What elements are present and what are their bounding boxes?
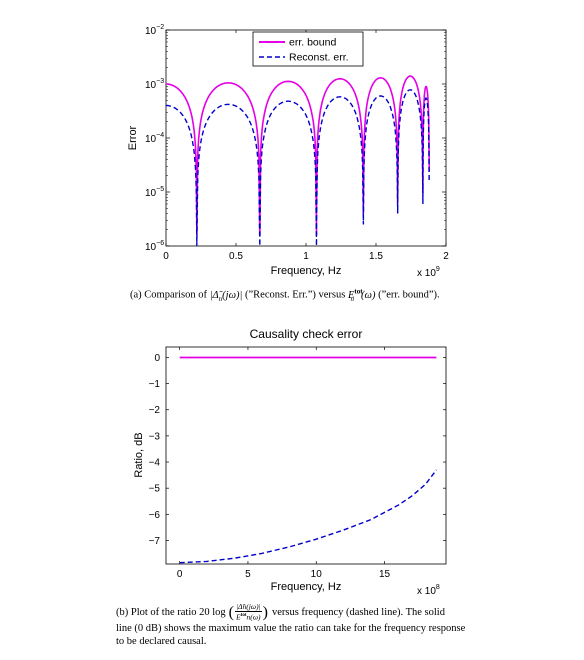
chart-a-xlabel: Frequency, Hz — [271, 265, 342, 277]
chart-b-ytick-label: −6 — [149, 510, 161, 521]
legend-label-err-bound: err. bound — [289, 37, 336, 49]
chart-b-xtick-label: 15 — [379, 569, 391, 580]
chart-b: Causality check error 0 5 10 15 0 −1 −2 −3 −4 −5 −… — [133, 327, 447, 597]
chart-a-xtick-label: 0.5 — [229, 251, 243, 262]
caption-a: (a) Comparison of |Δ̃n(jω)| (”Reconst. E… — [130, 285, 550, 306]
chart-a-ytick-label: 10−6 — [145, 240, 164, 253]
caption-b-fraction: |Δ̃n(jω)| Etotn(ω) — [234, 602, 262, 622]
chart-a: 0 0.5 1 1.5 2 10−2 10−3 10−4 10−5 10−6 err. bound… — [127, 24, 449, 279]
chart-a-series-reconst-err — [166, 89, 430, 247]
chart-b-x-multiplier: x 108 — [417, 584, 440, 597]
chart-b-ytick-label: 0 — [154, 353, 160, 364]
chart-b-series — [179, 356, 437, 564]
chart-a-ytick-label: 10−5 — [145, 186, 164, 199]
chart-b-ytick-label: −5 — [149, 484, 161, 495]
chart-b-plot-area — [165, 346, 447, 565]
caption-a-prefix: (a) Comparison of — [130, 289, 207, 301]
chart-a-series-err-bound — [166, 75, 430, 236]
chart-a-ylabel: Error — [127, 125, 139, 150]
caption-a-suffix: (”err. bound”). — [378, 289, 440, 301]
chart-a-ticks: 0 0.5 1 1.5 2 10−2 10−3 10−4 10−5 10−6 — [145, 24, 449, 262]
caption-b-line2: line (0 dB) shows the maximum value the … — [116, 622, 466, 634]
chart-a-legend: err. bound Reconst. err. — [252, 31, 364, 67]
chart-b-xtick-label: 0 — [177, 569, 183, 580]
chart-a-ytick-label: 10−3 — [145, 78, 164, 91]
chart-a-series — [166, 75, 430, 247]
chart-a-xtick-label: 1.5 — [369, 251, 383, 262]
chart-a-ytick-label: 10−4 — [145, 132, 164, 145]
chart-a-xtick-label: 2 — [443, 251, 449, 262]
caption-a-etot: Etotn (ω) — [347, 287, 376, 303]
caption-b-line3: to be declared causal. — [116, 635, 207, 647]
chart-b-ytick-label: −1 — [149, 379, 161, 390]
caption-b: (b) Plot of the ratio 20 log ( |Δ̃n(jω)|… — [116, 603, 508, 648]
chart-b-xtick-label: 5 — [245, 569, 251, 580]
chart-b-xtick-label: 10 — [311, 569, 323, 580]
chart-a-xtick-label: 1 — [303, 251, 309, 262]
legend-box — [252, 31, 364, 67]
chart-b-title: Causality check error — [250, 327, 363, 341]
caption-b-line1: (b) Plot of the ratio 20 log ( |Δ̃n(jω)|… — [116, 602, 445, 622]
chart-b-ytick-label: −7 — [149, 536, 161, 547]
caption-a-delta: |Δ̃n(jω)| — [209, 289, 243, 303]
caption-b-rest-line1: versus frequency (dashed line). The soli… — [271, 606, 445, 618]
chart-a-x-multiplier: x 109 — [417, 266, 440, 279]
chart-b-xlabel: Frequency, Hz — [271, 581, 342, 593]
chart-a-xtick-label: 0 — [163, 251, 169, 262]
chart-b-ytick-label: −4 — [149, 458, 161, 469]
caption-b-prefix: (b) Plot of the ratio 20 log — [116, 606, 226, 618]
chart-a-ytick-label: 10−2 — [145, 24, 164, 37]
chart-b-ytick-label: −2 — [149, 405, 161, 416]
caption-a-mid: (”Reconst. Err.”) versus — [245, 289, 346, 301]
legend-label-reconst-err: Reconst. err. — [289, 52, 349, 64]
chart-b-ytick-label: −3 — [149, 431, 161, 442]
chart-b-ticks: 0 5 10 15 0 −1 −2 −3 −4 −5 −6 −7 — [149, 347, 446, 580]
chart-b-series-dashed — [179, 469, 437, 564]
chart-b-ylabel: Ratio, dB — [133, 432, 145, 477]
